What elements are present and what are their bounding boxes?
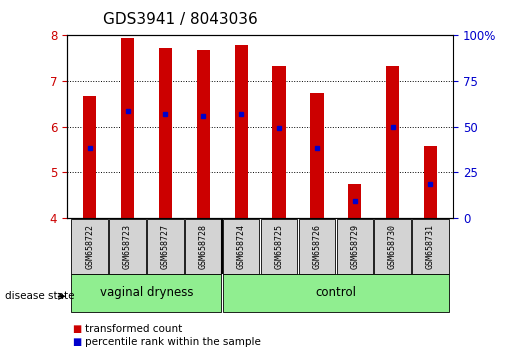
FancyBboxPatch shape [261,219,297,274]
Text: vaginal dryness: vaginal dryness [100,286,193,299]
Text: control: control [315,286,356,299]
FancyBboxPatch shape [223,274,449,312]
Text: GSM658729: GSM658729 [350,224,359,269]
Bar [121,38,134,218]
Text: GSM658725: GSM658725 [274,224,284,269]
Text: ■: ■ [72,324,81,333]
Bar [424,146,437,218]
Text: GSM658728: GSM658728 [199,224,208,269]
Text: GSM658730: GSM658730 [388,224,397,269]
Text: ■: ■ [72,337,81,347]
FancyBboxPatch shape [72,219,108,274]
Text: transformed count: transformed count [85,324,182,333]
Bar [272,66,286,218]
Bar [159,48,172,218]
Text: GSM658722: GSM658722 [85,224,94,269]
FancyBboxPatch shape [299,219,335,274]
FancyBboxPatch shape [374,219,411,274]
FancyBboxPatch shape [413,219,449,274]
Bar [386,66,399,218]
Bar [310,93,323,218]
Bar [348,183,362,218]
Text: GSM658726: GSM658726 [313,224,321,269]
FancyBboxPatch shape [109,219,146,274]
FancyBboxPatch shape [223,219,260,274]
Text: percentile rank within the sample: percentile rank within the sample [85,337,261,347]
FancyBboxPatch shape [147,219,183,274]
Bar [83,96,96,218]
Text: GDS3941 / 8043036: GDS3941 / 8043036 [103,12,258,27]
Text: GSM658727: GSM658727 [161,224,170,269]
FancyBboxPatch shape [337,219,373,274]
Text: GSM658724: GSM658724 [236,224,246,269]
FancyBboxPatch shape [185,219,221,274]
Text: GSM658723: GSM658723 [123,224,132,269]
Bar [234,45,248,218]
Text: disease state: disease state [5,291,75,301]
Text: GSM658731: GSM658731 [426,224,435,269]
Bar [197,50,210,218]
FancyBboxPatch shape [72,274,221,312]
